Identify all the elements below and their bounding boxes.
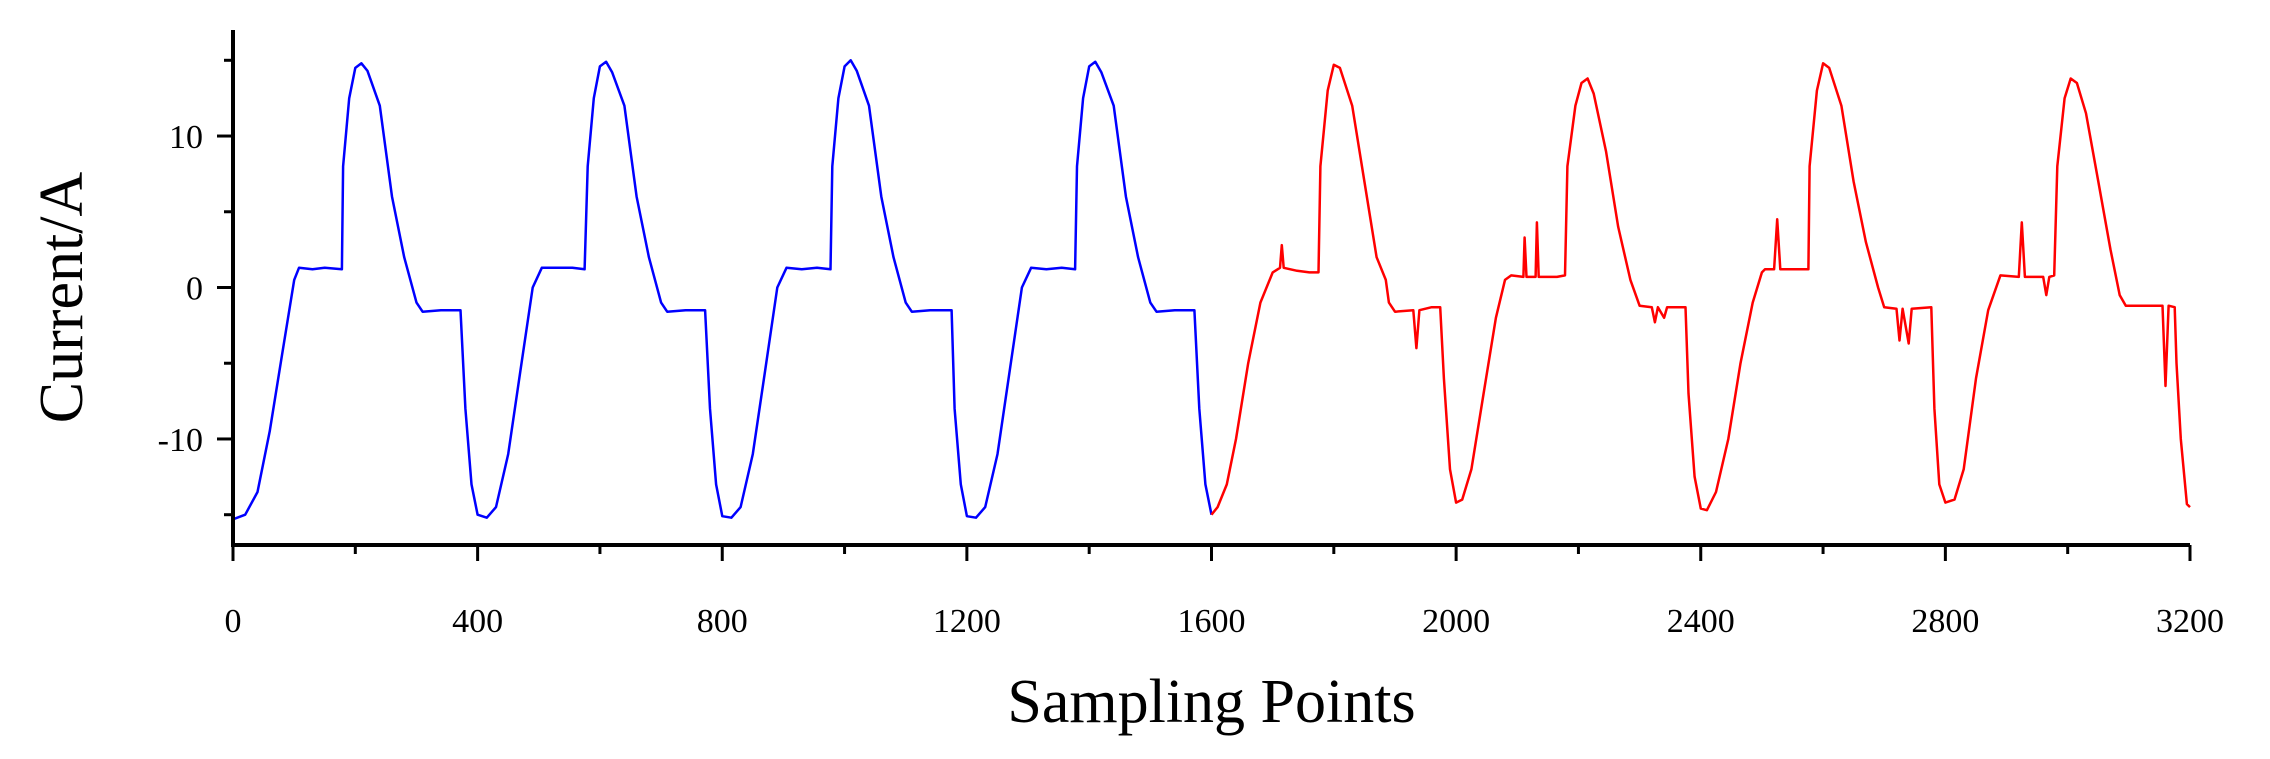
x-tick-label: 0 [225,603,242,640]
x-tick-label: 2400 [1667,603,1735,640]
x-tick-label: 2000 [1422,603,1490,640]
x-tick-label: 1200 [933,603,1001,640]
x-tick-label: 800 [697,603,748,640]
y-tick-label: 0 [186,271,203,308]
x-axis-title: Sampling Points [1007,668,1415,736]
y-tick-label: 10 [169,119,203,156]
x-tick-label: 2800 [1911,603,1979,640]
y-axis-title: Current/A [28,172,96,424]
x-tick-label: 3200 [2156,603,2224,640]
ticks-layer: 0 400 800 1200 1600 2000 2400 2800 3200 -10 0 10 [158,58,2224,640]
series-line-2 [1210,62,2191,516]
series-line-1 [232,59,1213,521]
series-layer [232,59,2191,521]
x-tick-label: 1600 [1178,603,1246,640]
y-tick-label: -10 [158,422,203,459]
x-tick-label: 400 [452,603,503,640]
